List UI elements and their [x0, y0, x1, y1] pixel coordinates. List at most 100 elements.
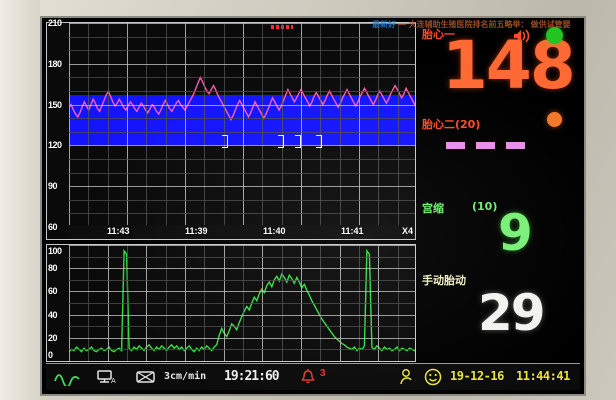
grid-line-horizontal [69, 314, 415, 316]
grid-line-horizontal [69, 349, 415, 351]
charts-area: 210 180 150 120 90 60 11:43 11:39 11:40 11:41 X4 … [46, 18, 416, 367]
grid-line-vertical [359, 23, 360, 239]
grid-line-horizontal [69, 256, 415, 258]
grid-line-horizontal [69, 159, 415, 160]
grid-line-horizontal [69, 104, 415, 106]
fetal-movement-marker [295, 134, 302, 148]
paper-speed-label: 3cm/min [164, 371, 207, 382]
speaker-icon[interactable] [512, 28, 532, 44]
elapsed-timer: 19:21:60 [224, 369, 280, 384]
fhr2-dash-2 [476, 142, 495, 149]
grid-line-vertical [378, 23, 380, 239]
fhr-plot[interactable] [69, 23, 415, 239]
waveform-icon[interactable] [54, 368, 80, 391]
printer-icon[interactable]: A [94, 368, 118, 391]
grid-line-horizontal [69, 63, 415, 65]
grid-line-horizontal [69, 186, 415, 188]
grid-line-vertical [146, 23, 148, 239]
fhr-trace [69, 75, 415, 122]
fhr-y-tick: 90 [48, 181, 58, 192]
grid-line-horizontal [69, 268, 415, 270]
toco-label: 宫缩 [422, 202, 444, 215]
grid-line-vertical [262, 23, 264, 239]
toco-y-tick: 100 [48, 246, 62, 256]
grid-line-horizontal [69, 131, 415, 133]
grid-line-horizontal [69, 279, 415, 281]
smiley-face-icon[interactable] [424, 368, 444, 391]
toco-y-tick: 40 [48, 309, 58, 320]
user-icon[interactable] [398, 368, 418, 391]
fhr-time-axis: 11:43 11:39 11:40 11:41 X4 [69, 225, 415, 239]
fhr-time-tick: 11:40 [263, 226, 286, 236]
monitor-screen: 210 180 150 120 90 60 11:43 11:39 11:40 11:41 X4 … [42, 18, 584, 394]
fhr-chart[interactable]: 210 180 150 120 90 60 11:43 11:39 11:40 11:41 X4 [46, 18, 416, 240]
fhr2-label: 胎心二(20) [422, 118, 481, 131]
fhr-y-tick: 120 [48, 140, 62, 151]
fhr-time-tick: 11:39 [185, 226, 208, 236]
date-label: 19-12-16 [450, 369, 504, 383]
fetal-movement-marker [222, 134, 229, 148]
grid-line-horizontal [69, 172, 415, 174]
fetal-movement-value: 29 [478, 284, 546, 342]
grid-line-vertical [165, 23, 167, 239]
fhr-y-tick: 210 [48, 18, 62, 28]
grid-line-vertical [281, 23, 283, 239]
toco-y-tick: 20 [48, 332, 58, 343]
fetal-movement-marker [277, 134, 284, 148]
clock-label: 11:44:41 [516, 369, 570, 383]
status-bar: A 3cm/min 19:21:60 3 [46, 363, 580, 390]
watermark-part-1: 最新好 [372, 20, 396, 29]
alarm-count: 3 [320, 368, 326, 379]
toco-unit: (10) [472, 200, 498, 213]
fhr-y-tick: 180 [48, 58, 62, 69]
toco-y-tick: 60 [48, 286, 58, 297]
grid-line-horizontal [69, 291, 415, 293]
grid-line-vertical [69, 23, 70, 239]
grid-line-vertical [88, 23, 90, 239]
grid-line-vertical [397, 23, 399, 239]
grid-line-vertical [301, 23, 302, 239]
grid-line-horizontal [69, 36, 415, 38]
fhr-time-tick: 11:43 [107, 226, 130, 236]
svg-text:A: A [111, 378, 116, 385]
fhr-y-tick: 60 [48, 222, 58, 232]
grid-line-vertical [204, 23, 206, 239]
fhr1-value: 148 [442, 27, 576, 104]
grid-line-vertical [339, 23, 341, 239]
fhr-scale-label: X4 [401, 226, 413, 236]
fhr2-value [446, 142, 525, 149]
toco-plot[interactable] [69, 245, 415, 361]
fhr2-dash-3 [506, 142, 525, 149]
toco-y-tick: 80 [48, 263, 58, 274]
fetal-movement-marker [316, 134, 323, 148]
fetal-movement-label: 手动胎动 [422, 274, 466, 287]
grid-line-vertical [243, 23, 244, 239]
grid-line-horizontal [69, 337, 415, 339]
grid-line-horizontal [69, 118, 415, 120]
fhr1-label: 胎心一 [422, 28, 455, 41]
toco-value: 9 [498, 204, 533, 262]
grid-line-vertical [127, 23, 128, 239]
fhr-time-tick: 11:41 [341, 226, 364, 236]
toco-chart[interactable]: 100 80 60 40 20 0 [46, 244, 416, 362]
grid-line-horizontal [69, 77, 415, 79]
grid-line-horizontal [69, 199, 415, 201]
grid-line-vertical [185, 23, 186, 239]
numeric-panel: 胎心一 148 胎心二(20) 宫缩 (10) 9 手动胎动 29 [420, 22, 580, 367]
grid-line-horizontal [69, 213, 415, 215]
grid-line-horizontal [69, 145, 415, 147]
grid-line-vertical [107, 23, 109, 239]
toco-y-tick: 0 [48, 350, 53, 360]
printer-disabled-icon[interactable] [134, 368, 158, 391]
grid-line-vertical [223, 23, 225, 239]
grid-line-horizontal [69, 91, 415, 92]
watermark-text: 最新好 — 大连辅助生殖医院排名前五略举： 做供试管婴 [372, 19, 616, 30]
grid-line-horizontal [69, 326, 415, 328]
grid-line-horizontal [69, 50, 415, 52]
fhr2-dash-1 [446, 142, 465, 149]
fhr1-status-dot [546, 27, 563, 44]
grid-line-horizontal [69, 245, 415, 246]
watermark-part-2: — 大连辅助生殖医院排名前五略举： 做供试管婴 [398, 20, 571, 29]
alarm-bell-icon[interactable] [300, 368, 316, 391]
